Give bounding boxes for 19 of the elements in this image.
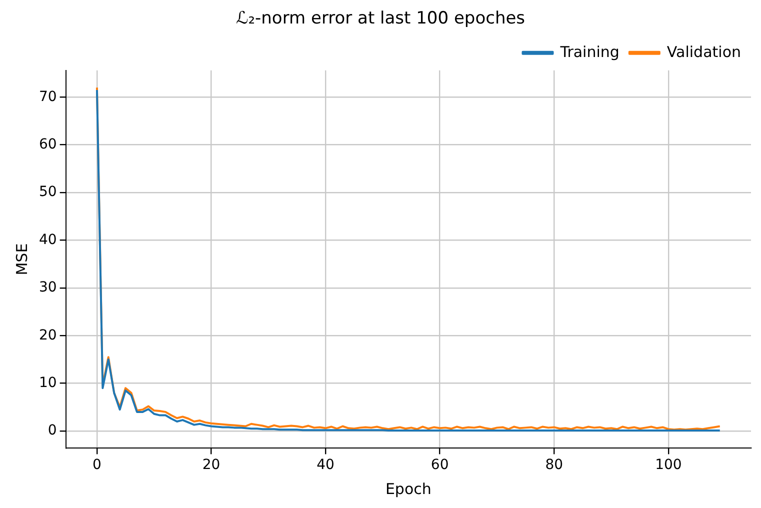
y-tick-label: 20 — [38, 327, 57, 344]
y-tick-label: 30 — [38, 280, 57, 296]
y-tick-label: 50 — [38, 184, 57, 200]
y-tick-label: 0 — [48, 422, 57, 439]
x-tick-label: 100 — [655, 457, 682, 474]
legend-label: Training — [559, 42, 620, 61]
y-tick-label: 10 — [38, 374, 57, 391]
y-tick-label: 40 — [38, 232, 57, 248]
x-tick-label: 40 — [316, 457, 334, 474]
y-tick-label: 60 — [38, 136, 57, 152]
x-tick-label: 60 — [430, 457, 449, 474]
y-axis-title: MSE — [12, 243, 31, 276]
x-tick-label: 20 — [202, 457, 220, 474]
x-axis-title: Epoch — [385, 480, 432, 498]
legend-label: Validation — [666, 42, 742, 61]
x-tick-label: 80 — [545, 457, 564, 474]
x-tick-label: 0 — [92, 457, 102, 474]
chart-title: ℒ₂-norm error at last 100 epoches — [236, 8, 526, 29]
y-tick-label: 70 — [38, 88, 57, 105]
